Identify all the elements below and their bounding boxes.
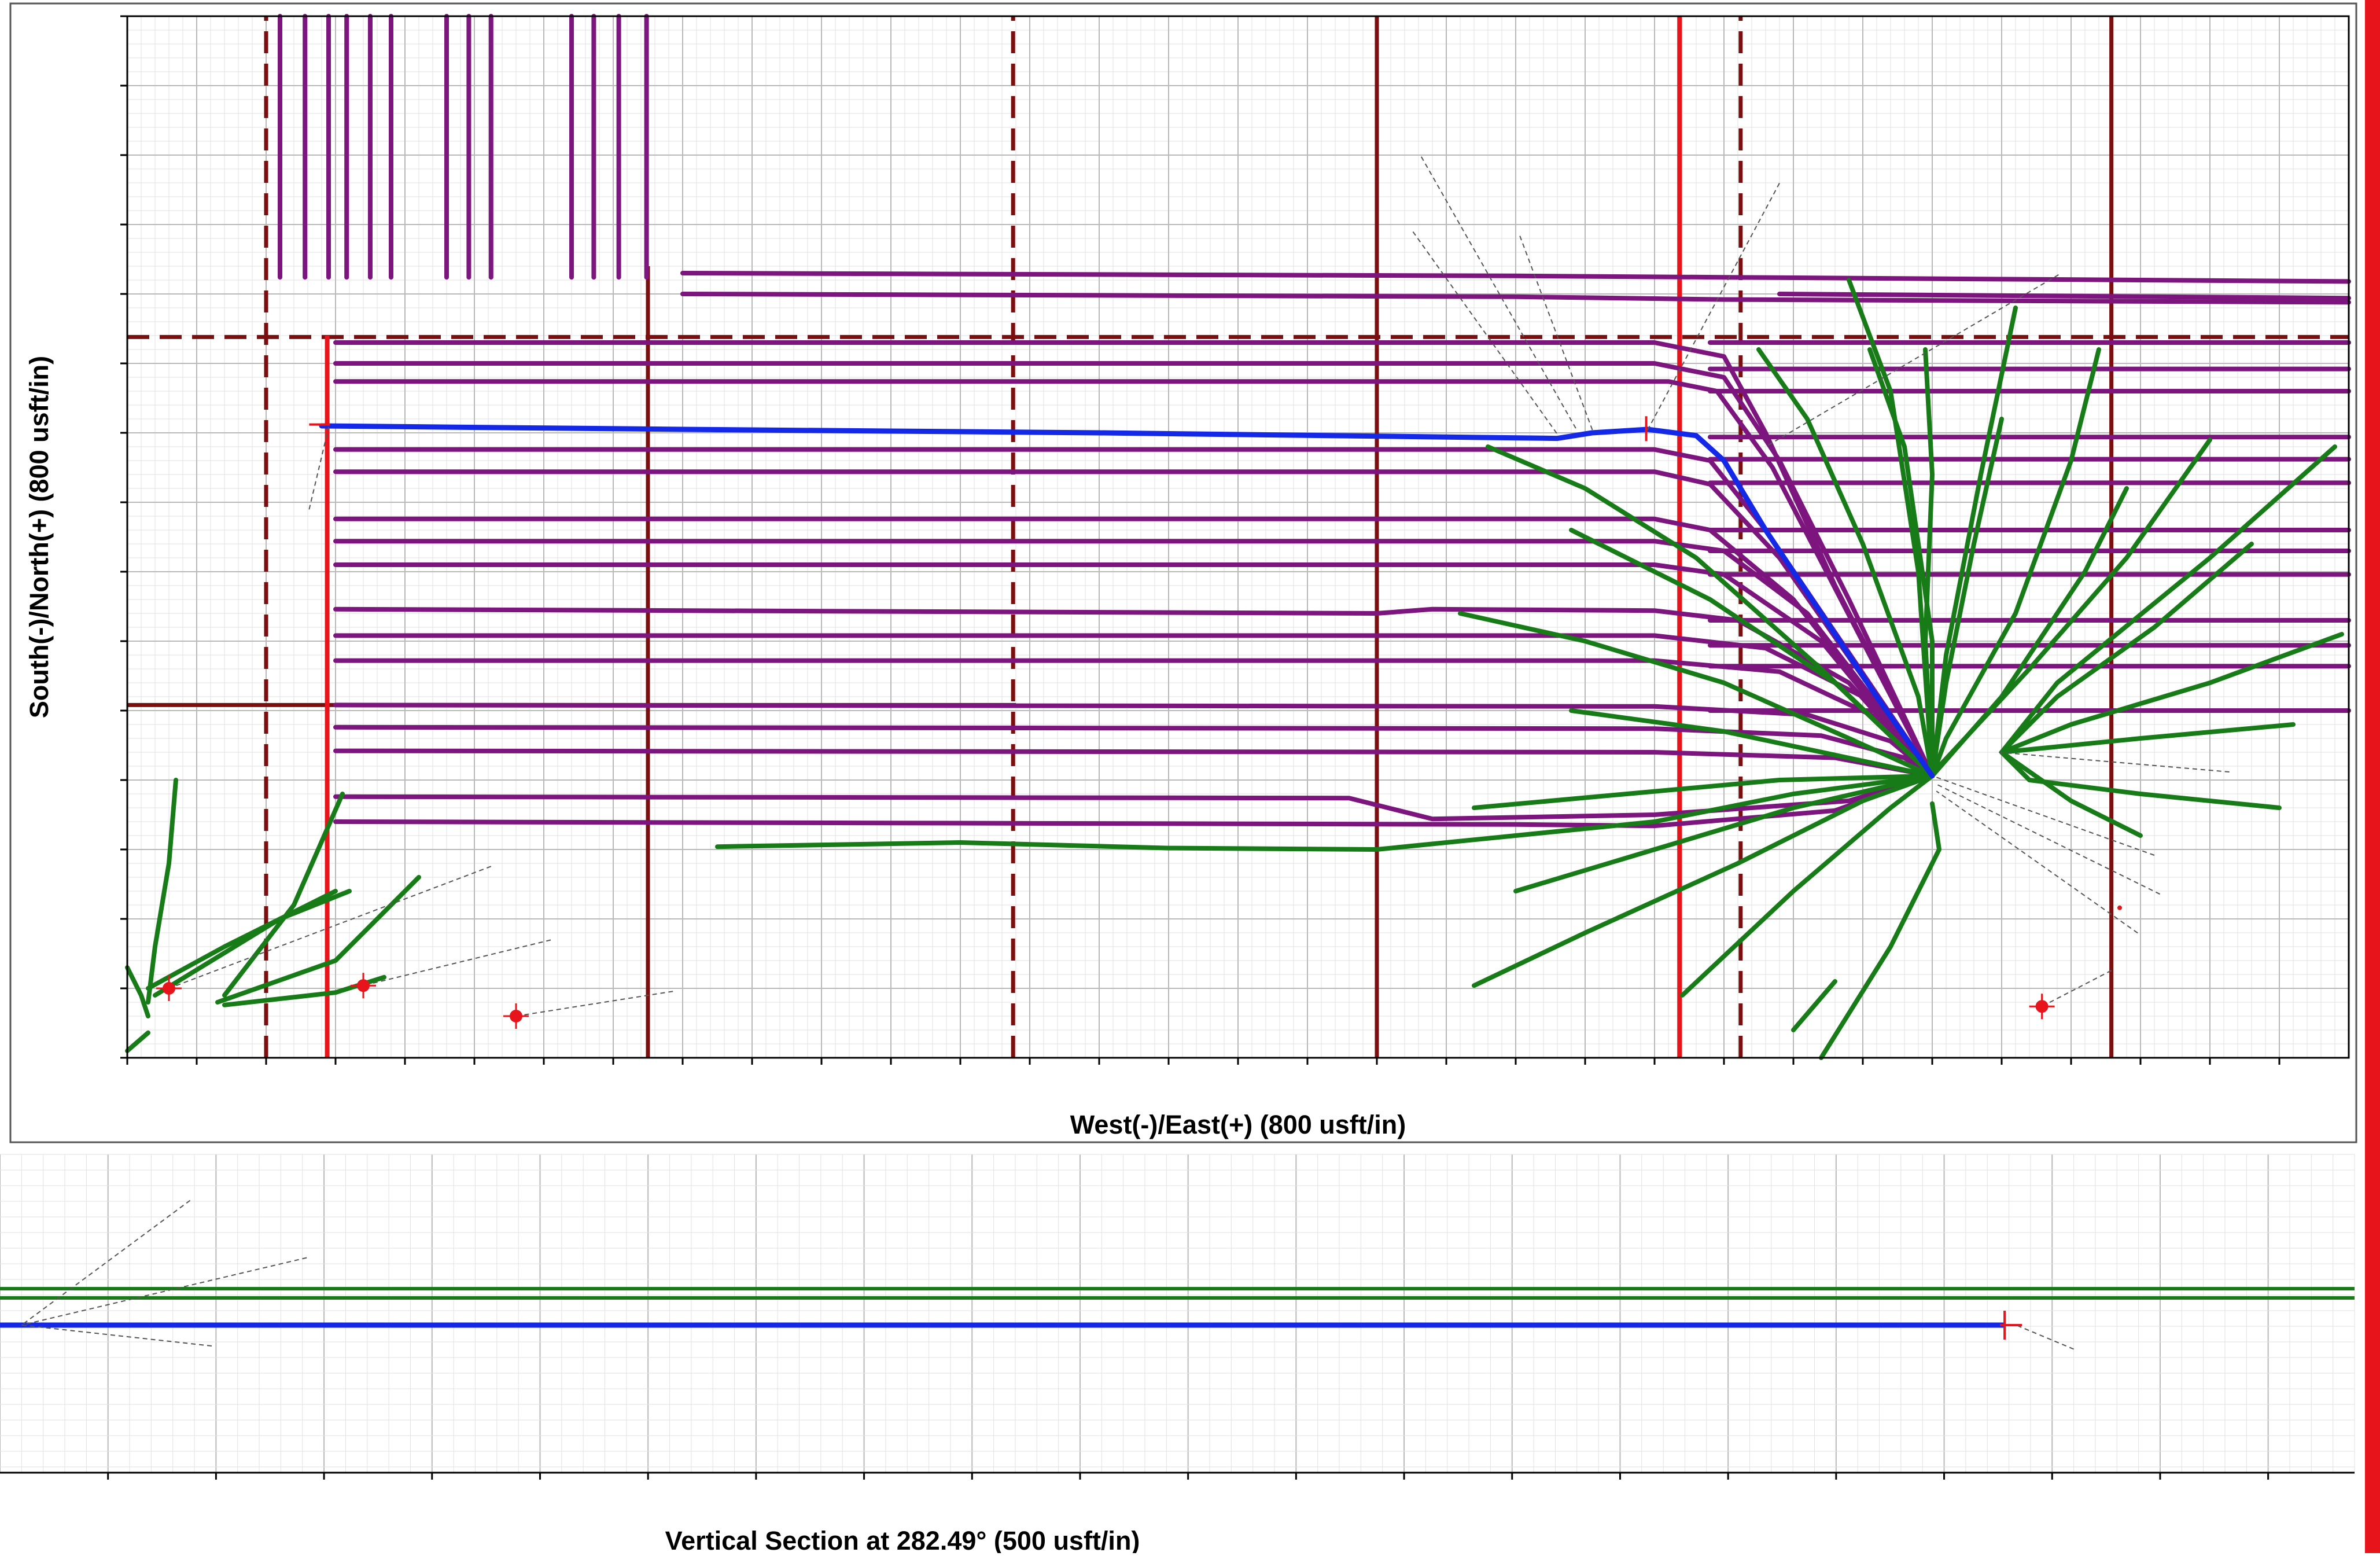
green-well-path-67 [1999, 444, 2337, 755]
vertical-section-chart: Vertical Section at 282.49° (500 usft/in… [0, 1154, 2355, 1555]
annotation-leader-end-of-tangent [1420, 156, 1578, 431]
purple-well-path-3 [680, 292, 2351, 305]
plan-x-axis-label: West(-)/East(+) (800 usft/in) [1070, 1110, 1406, 1139]
green-well-path-61 [1923, 347, 1935, 778]
annotation-leader-eot-to-260-3-az [1519, 236, 1594, 433]
green-well-path-64 [1930, 347, 2101, 778]
vs-x-ticks [107, 1473, 2270, 1480]
plan-outer-frame [9, 2, 2357, 1143]
surface-casing-marker [2117, 905, 2122, 910]
annotation-leader-abdn-vert-meyer-1 [515, 991, 673, 1017]
green-well-path-73 [146, 778, 178, 1005]
green-well-path-50 [1458, 611, 1935, 778]
vs-annotation-leader [2016, 1325, 2074, 1350]
annotation-leader-bhl-gp-jackson-1-17-13 [308, 427, 329, 510]
annotation-leader-eob-to-32-97-inc [1999, 752, 2230, 773]
plan-well-paths [125, 14, 2351, 1060]
purple-well-path-6 [333, 379, 1935, 778]
purple-well-path-11 [333, 562, 1935, 778]
green-well-path-79 [215, 875, 421, 1005]
green-well-path-71 [1999, 750, 2282, 810]
window-edge-bar [2365, 0, 2380, 1553]
green-well-path-56 [1791, 979, 1837, 1032]
green-well-path-54 [1472, 773, 1935, 988]
green-well-path-63 [1930, 417, 2004, 778]
green-well-path-47 [715, 773, 1935, 852]
purple-well-path-18 [333, 773, 1935, 822]
green-well-path-52 [1472, 773, 1935, 810]
green-well-path-68 [1999, 542, 2254, 755]
green-well-path-78 [222, 792, 345, 998]
green-well-path-57 [1819, 801, 1941, 1060]
purple-well-path-13 [333, 633, 1935, 778]
purple-well-path-17 [333, 748, 1935, 778]
green-well-path-77 [153, 889, 352, 998]
vs-well-paths [0, 1287, 2355, 1340]
purple-well-path-5 [333, 361, 1935, 778]
plan-y-ticks [120, 15, 127, 1059]
vs-annotation-leader [21, 1257, 307, 1326]
plan-view-chart: West(-)/East(+) (800 usft/in) South(-)/N… [24, 14, 2351, 1139]
purple-well-path-16 [333, 724, 1935, 778]
purple-well-path-33 [1777, 292, 2351, 301]
vs-annotation-leader [21, 1325, 212, 1347]
green-well-path-74 [125, 965, 150, 1018]
annotation-leader-surface-nudge-2-100ft-bur [1936, 790, 2138, 934]
plan-x-ticks [126, 1058, 2280, 1065]
vs-annotations [21, 1200, 2074, 1350]
green-well-path-75 [125, 1030, 150, 1053]
green-well-path-53 [1513, 773, 1935, 893]
green-well-path-51 [1569, 708, 1935, 778]
green-well-path-49 [1569, 528, 1935, 778]
green-well-path-55 [1680, 773, 1935, 998]
green-well-path-69 [1999, 632, 2344, 755]
annotation-leader-exist-vert-commerce-center-1 [2042, 970, 2112, 1007]
annotation-leader-exist-vert-segl-1 [168, 866, 492, 989]
vs-grid [0, 1154, 2355, 1474]
purple-well-path-2 [680, 271, 2351, 284]
plan-well-markers [156, 416, 2122, 1029]
green-well-path-70 [1999, 722, 2296, 755]
annotation-leader-9-5-8-surface-casing [1936, 783, 2161, 895]
purple-well-path-19 [333, 773, 1935, 829]
green-well-path-58 [1756, 347, 1935, 778]
annotation-leader-eot-to-270-53-az [1412, 231, 1558, 435]
purple-well-path-12 [333, 606, 1935, 778]
plan-y-axis-label: South(-)/North(+) (800 usft/in) [24, 356, 54, 718]
vs-annotation-leader [21, 1200, 191, 1326]
plan-annotation-leaders [168, 156, 2230, 1017]
purple-well-path-15 [333, 702, 1935, 778]
green-well-path-60 [1867, 347, 1935, 778]
vs-x-axis-label: Vertical Section at 282.49° (500 usft/in… [665, 1526, 1140, 1553]
green-well-path-72 [1999, 750, 2143, 838]
annotation-leader-main-nudge-2-100ft-bur [1936, 777, 2155, 856]
annotation-leader-hz-landing-pnt-new-gp-jackson-1-17-13 [1647, 182, 1780, 431]
green-well-path-66 [1937, 437, 2212, 768]
purple-well-path-14 [333, 658, 1935, 778]
